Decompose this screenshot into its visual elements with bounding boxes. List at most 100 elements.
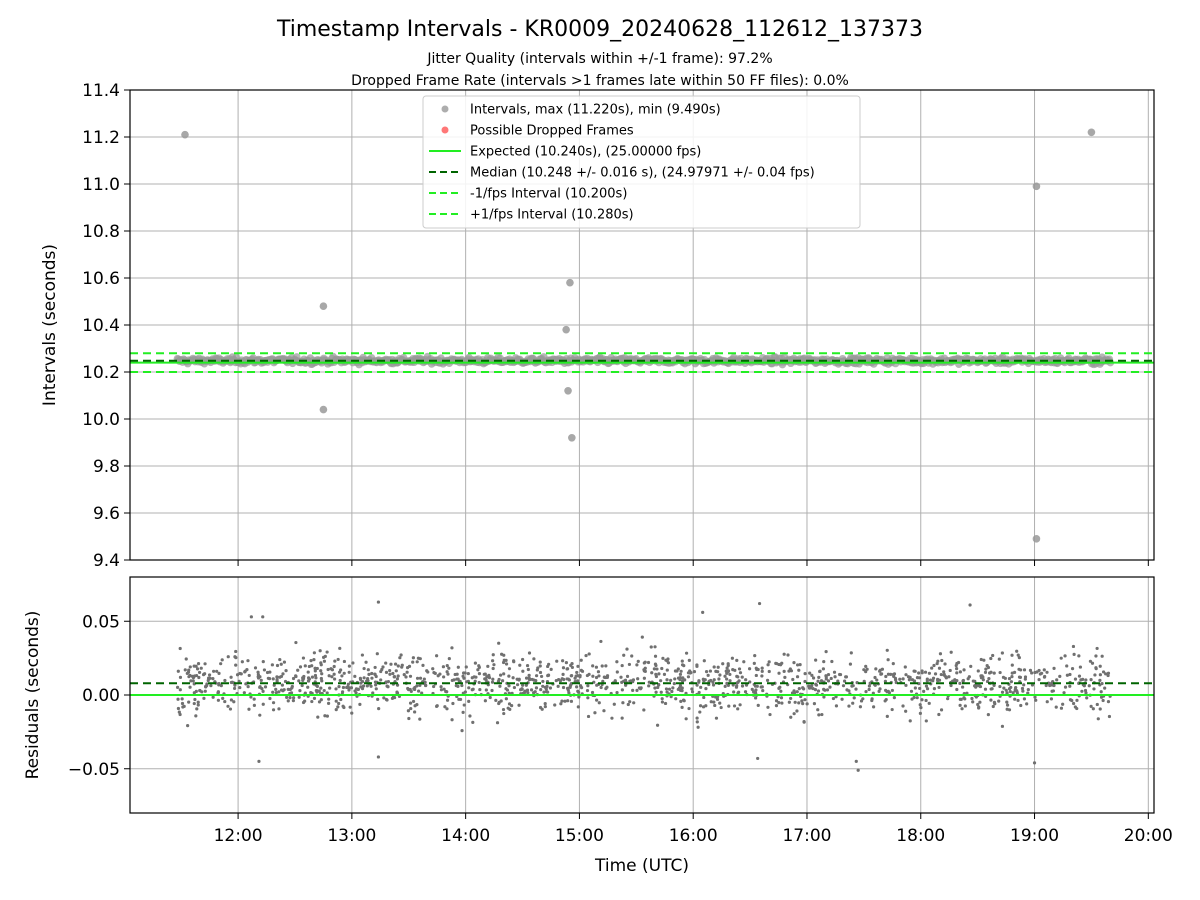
residual-point [991, 704, 995, 709]
residual-point [1071, 644, 1076, 649]
interval-outlier-point [1032, 182, 1041, 191]
residual-point [870, 698, 874, 703]
residual-point [958, 681, 962, 685]
residual-point [649, 645, 653, 649]
residual-point [1028, 668, 1033, 672]
residual-point [1020, 686, 1025, 691]
residual-point [1063, 685, 1068, 689]
residual-point [1011, 691, 1015, 695]
residual-point [415, 703, 419, 707]
residual-point [497, 641, 501, 645]
residual-point [561, 685, 566, 690]
residual-point [924, 698, 928, 703]
residual-point [822, 660, 826, 664]
residual-point [185, 671, 189, 676]
residual-point [909, 689, 914, 693]
residual-point [312, 651, 316, 655]
residual-point [991, 653, 995, 658]
residual-point [1077, 654, 1081, 658]
interval-outlier-point [566, 278, 574, 287]
residual-point [1098, 673, 1102, 677]
residual-point [1101, 670, 1106, 674]
residual-point [754, 688, 758, 692]
residual-point [924, 719, 928, 723]
residual-point [1085, 696, 1089, 700]
residual-point [862, 668, 866, 672]
residual-point [527, 651, 532, 655]
residual-point [684, 651, 689, 655]
legend-marker [441, 126, 449, 134]
residual-point [504, 662, 509, 666]
residual-point [714, 716, 719, 720]
residual-point [286, 699, 290, 703]
top-y-tick-label: 10.0 [82, 410, 120, 430]
residual-point [873, 683, 877, 687]
residual-point [678, 683, 683, 688]
residual-point [795, 675, 800, 679]
residual-point [1088, 659, 1093, 663]
residual-point [1016, 698, 1020, 703]
residual-point [865, 667, 869, 671]
residual-point [936, 659, 940, 663]
residual-point [432, 671, 436, 675]
residual-point [277, 707, 281, 711]
residual-point [211, 695, 215, 699]
residual-point [468, 714, 472, 718]
residual-point [1007, 676, 1012, 681]
residual-point [760, 669, 764, 673]
residual-point [180, 697, 184, 701]
residual-point [385, 698, 389, 702]
residual-point [653, 654, 658, 658]
residual-point [1015, 649, 1019, 653]
residual-point [822, 687, 826, 691]
residual-point [1017, 656, 1021, 660]
residual-point [458, 697, 463, 702]
residual-point [298, 689, 302, 693]
residual-point [476, 668, 480, 672]
residual-point [259, 678, 263, 682]
residual-point [615, 691, 619, 695]
residual-point [824, 675, 828, 679]
residual-point [406, 709, 410, 713]
residual-point [955, 671, 959, 675]
residual-point [1103, 686, 1107, 690]
residual-point [360, 687, 365, 691]
residual-point [779, 689, 783, 693]
residual-point [385, 684, 389, 688]
residual-point [1091, 707, 1095, 711]
residual-point [1026, 691, 1030, 695]
residual-point [635, 688, 639, 692]
residual-point [245, 668, 249, 672]
residual-point [653, 645, 657, 649]
residual-point [256, 675, 260, 679]
residual-point [466, 671, 470, 676]
residual-point [1094, 667, 1098, 671]
residual-point [728, 672, 732, 677]
residual-point [275, 675, 279, 679]
residual-point [191, 679, 195, 683]
residual-point [917, 671, 921, 675]
residual-point [501, 707, 506, 712]
residual-point [723, 684, 727, 688]
residual-point [539, 688, 543, 692]
residual-point [1090, 661, 1095, 665]
residual-point [931, 676, 936, 680]
residual-point [573, 676, 577, 680]
residual-point [844, 675, 849, 679]
residual-point [328, 686, 332, 690]
residual-point [488, 695, 492, 700]
residual-point [847, 689, 851, 693]
residual-point [360, 680, 365, 684]
residual-point [821, 667, 825, 671]
residual-point [334, 699, 338, 703]
residual-point [930, 666, 934, 670]
residual-point [1000, 690, 1005, 694]
residual-point [211, 677, 215, 681]
residual-point [620, 663, 624, 668]
residual-point [325, 691, 329, 695]
residual-point [642, 676, 646, 680]
residual-point [351, 661, 355, 665]
residual-point [613, 679, 617, 683]
residual-point [948, 668, 952, 673]
residual-point [512, 660, 516, 664]
